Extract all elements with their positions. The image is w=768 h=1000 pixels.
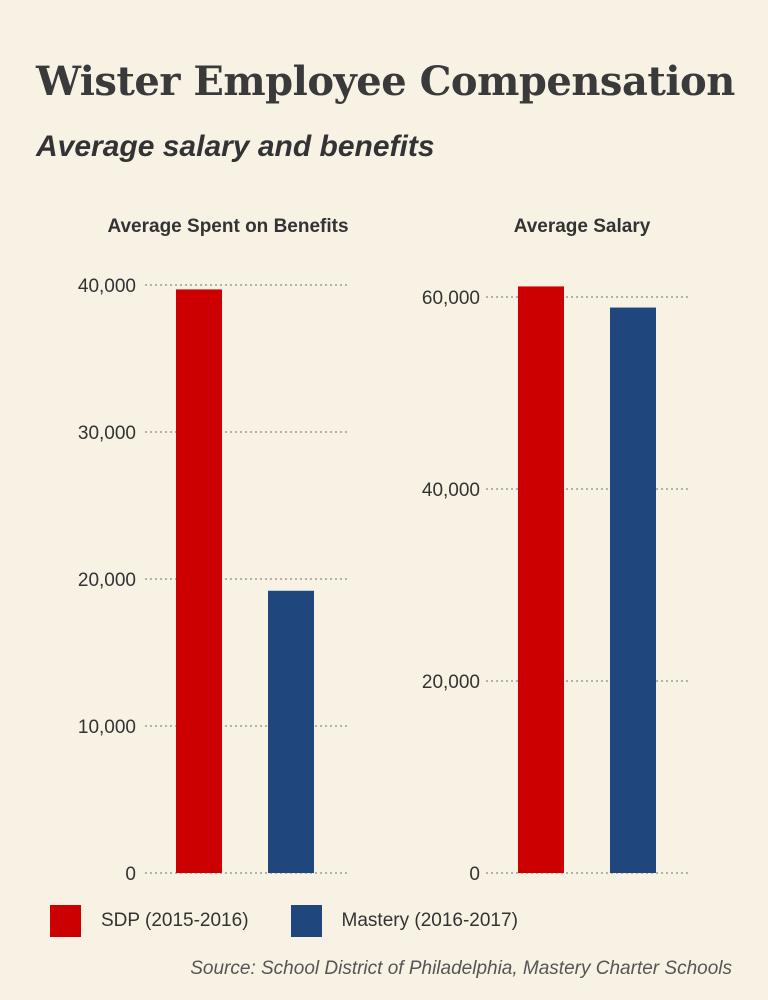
chart-title: Wister Employee Compensation: [36, 58, 735, 105]
legend-item-sdp: SDP (2015-2016): [50, 905, 249, 937]
bar-1-sdp: [518, 286, 564, 873]
y-tick-label-1-3: 60,000: [422, 288, 480, 309]
legend-label-mastery: Mastery (2016-2017): [341, 910, 518, 931]
y-tick-label-1-1: 20,000: [422, 672, 480, 693]
legend-label-sdp: SDP (2015-2016): [101, 910, 249, 931]
legend: SDP (2015-2016) Mastery (2016-2017): [50, 905, 560, 937]
source-note: Source: School District of Philadelphia,…: [190, 958, 732, 979]
bar-0-mastery: [268, 590, 314, 873]
y-tick-label-0-4: 40,000: [78, 276, 136, 297]
bar-1-mastery: [610, 307, 656, 873]
y-tick-label-0-0: 0: [125, 864, 136, 885]
y-tick-label-0-3: 30,000: [78, 423, 136, 444]
legend-swatch-sdp: [50, 905, 81, 937]
legend-item-mastery: Mastery (2016-2017): [290, 905, 518, 937]
chart-subtitle: Average salary and benefits: [36, 130, 435, 163]
y-tick-label-1-2: 40,000: [422, 480, 480, 501]
bar-0-sdp: [176, 289, 222, 873]
panel-title-1: Average Salary: [514, 216, 651, 237]
legend-swatch-mastery: [290, 905, 322, 937]
y-tick-label-0-2: 20,000: [78, 570, 136, 591]
panel-title-0: Average Spent on Benefits: [107, 216, 348, 237]
y-tick-label-1-0: 0: [469, 864, 480, 885]
y-tick-label-0-1: 10,000: [78, 717, 136, 738]
